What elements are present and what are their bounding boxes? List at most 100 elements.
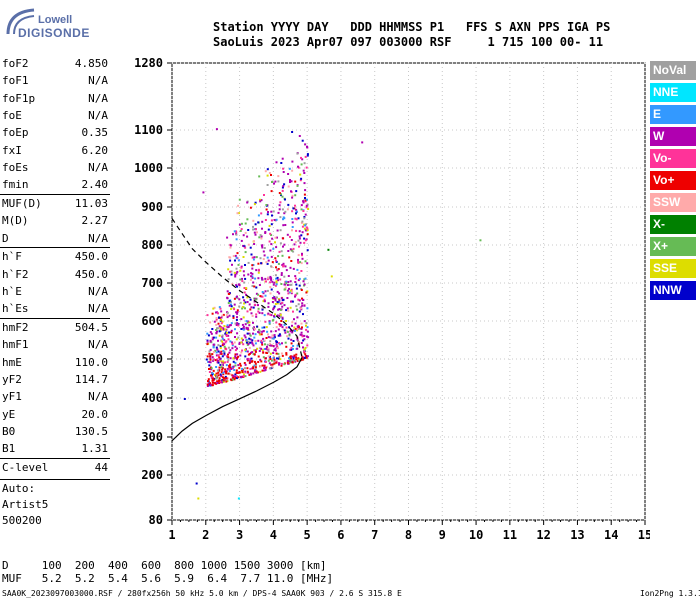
echo-point	[274, 347, 277, 350]
echo-point	[301, 297, 303, 300]
echo-point	[292, 267, 295, 270]
echo-point	[240, 222, 243, 225]
echo-point	[270, 190, 273, 193]
echo-point	[300, 221, 303, 224]
param-row-b1: B1 1.31	[2, 441, 108, 457]
echo-point	[232, 365, 235, 368]
echo-point	[293, 355, 296, 358]
echo-point	[252, 332, 254, 335]
echo-point	[293, 329, 296, 332]
echo-point	[275, 260, 278, 263]
echo-point	[235, 338, 238, 341]
echo-point	[286, 330, 289, 333]
echo-point	[291, 361, 294, 364]
echo-point	[292, 340, 295, 342]
echo-point	[276, 301, 279, 304]
echo-point	[277, 211, 280, 214]
echo-point	[222, 360, 225, 363]
echo-point	[284, 286, 287, 289]
echo-point	[235, 369, 238, 372]
echo-point	[246, 367, 249, 370]
echo-point	[249, 338, 252, 341]
echo-point	[222, 379, 225, 382]
echo-point	[218, 316, 220, 319]
echo-point	[222, 313, 225, 316]
echo-point	[261, 308, 264, 311]
echo-point	[301, 231, 304, 234]
echo-point	[258, 333, 261, 336]
echo-point	[223, 377, 226, 380]
echo-point	[261, 341, 263, 344]
echo-point	[223, 325, 226, 327]
echo-point	[230, 329, 233, 332]
echo-point	[306, 227, 309, 230]
y-tick-label: 200	[141, 468, 163, 482]
echo-point	[276, 296, 278, 299]
echo-point	[271, 365, 274, 368]
echo-point	[244, 375, 247, 378]
echo-point	[255, 228, 257, 231]
echo-point	[285, 326, 288, 329]
echo-point	[261, 244, 264, 247]
echo-point	[236, 356, 239, 359]
echo-point	[266, 330, 269, 333]
echo-point	[248, 337, 251, 340]
x-tick-label: 6	[337, 528, 344, 540]
echo-point	[245, 287, 248, 290]
echo-point	[300, 177, 303, 180]
echo-point	[275, 352, 278, 355]
echo-point	[263, 314, 266, 317]
echo-point	[212, 350, 215, 353]
echo-point	[277, 347, 279, 350]
echo-point	[302, 210, 305, 212]
echo-point	[267, 211, 269, 213]
echo-point	[302, 313, 304, 316]
echo-point	[267, 259, 270, 262]
echo-point	[251, 276, 254, 279]
echo-point	[270, 265, 273, 268]
echo-point	[250, 253, 253, 256]
echo-point	[243, 362, 246, 364]
echo-point	[217, 339, 219, 342]
echo-point	[270, 234, 273, 236]
echo-point	[232, 233, 234, 236]
echo-point	[249, 334, 252, 337]
echo-point	[228, 324, 231, 327]
echo-point	[218, 377, 221, 380]
echo-point	[261, 278, 264, 281]
echo-point	[275, 161, 278, 164]
echo-point	[240, 337, 243, 340]
echo-point	[235, 238, 238, 241]
echo-point	[227, 353, 229, 356]
echo-point	[234, 353, 237, 356]
echo-point	[241, 277, 243, 280]
echo-point	[249, 341, 252, 344]
echo-outlier	[479, 239, 482, 242]
echo-point	[220, 371, 223, 374]
echo-point	[259, 198, 261, 201]
echo-point	[262, 292, 265, 295]
echo-point	[277, 180, 280, 183]
echo-point	[239, 229, 242, 232]
echo-point	[210, 374, 212, 377]
echo-point	[221, 342, 224, 345]
echo-point	[300, 262, 303, 265]
echo-point	[237, 204, 240, 207]
echo-point	[217, 312, 219, 315]
echo-point	[298, 310, 301, 313]
echo-point	[256, 347, 259, 350]
echo-point	[304, 189, 307, 192]
echo-point	[246, 350, 249, 353]
echo-point	[254, 233, 257, 236]
echo-point	[277, 352, 280, 355]
echo-point	[236, 311, 239, 313]
echo-point	[240, 228, 243, 231]
echo-point	[240, 341, 243, 344]
echo-point	[229, 256, 232, 259]
echo-point	[250, 373, 253, 376]
echo-point	[297, 303, 300, 306]
param-value: 1.31	[81, 442, 109, 456]
echo-point	[268, 277, 271, 280]
echo-point	[242, 244, 245, 247]
echo-point	[292, 357, 295, 360]
